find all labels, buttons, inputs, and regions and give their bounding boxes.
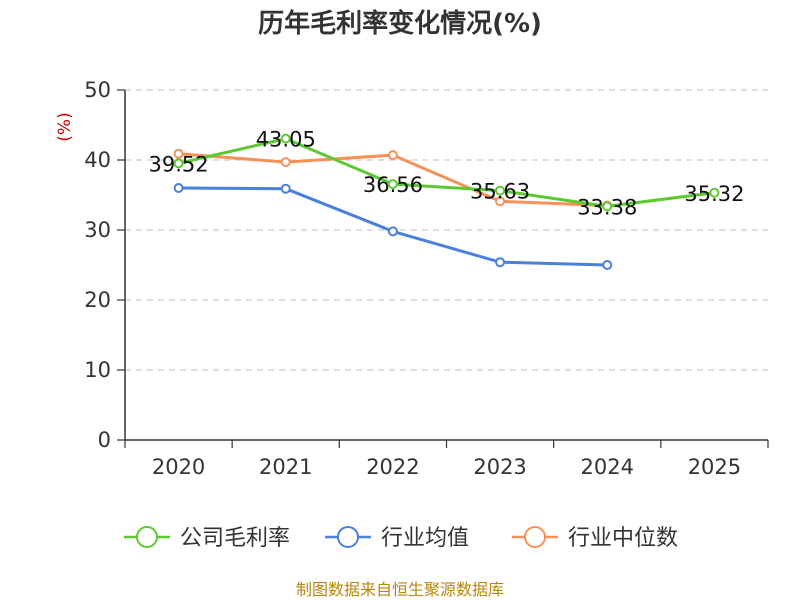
y-tick-label: 10	[84, 358, 111, 382]
data-point	[495, 257, 506, 268]
x-tick-label: 2023	[473, 455, 526, 479]
data-point	[495, 185, 506, 196]
axes: 0 10 20 30 40 50 2020 2021 2022 2023 2024 2025	[84, 78, 769, 479]
data-point	[280, 183, 291, 194]
chart-title: 历年毛利率变化情况(%)	[258, 8, 542, 39]
legend-marker	[337, 526, 359, 548]
series-line	[178, 137, 715, 208]
data-point	[280, 157, 291, 168]
grid-lines	[125, 89, 768, 371]
data-point	[387, 150, 398, 161]
data-point	[709, 187, 720, 198]
y-tick-label: 50	[84, 78, 111, 102]
legend-label: 行业中位数	[568, 526, 678, 551]
data-point	[173, 158, 184, 169]
y-tick-label: 30	[84, 218, 111, 242]
x-tick-label: 2022	[366, 455, 419, 479]
x-tick-label: 2025	[688, 455, 741, 479]
y-tick-label: 20	[84, 288, 111, 312]
data-point	[602, 260, 613, 270]
data-label: 36.56	[363, 173, 423, 197]
legend-marker	[524, 526, 546, 548]
data-point	[602, 201, 613, 212]
legend-label: 行业均值	[381, 526, 469, 551]
data-label: 43.05	[256, 128, 316, 152]
y-tick-label: 0	[98, 428, 111, 452]
data-label: 33.38	[577, 195, 637, 219]
data-label: 39.52	[149, 152, 209, 176]
legend-label: 公司毛利率	[180, 526, 290, 551]
legend-item: 公司毛利率	[124, 526, 290, 551]
legend: 公司毛利率 行业均值 行业中位数	[124, 526, 678, 551]
x-tick-label: 2021	[259, 455, 312, 479]
series-group	[173, 133, 720, 270]
data-point	[173, 148, 184, 159]
source-note: 制图数据来自恒生聚源数据库	[296, 580, 504, 599]
data-point	[280, 133, 291, 144]
data-label: 35.63	[470, 180, 530, 204]
x-tick-label: 2024	[581, 455, 634, 479]
y-tick-label: 40	[84, 148, 111, 172]
data-labels: 39.52 43.05 36.56 35.63 33.38 35.32	[149, 128, 745, 220]
legend-item: 行业中位数	[512, 526, 678, 551]
data-point	[173, 183, 184, 193]
y-axis-label: (%)	[55, 112, 75, 141]
data-point	[387, 179, 398, 190]
data-point	[387, 226, 398, 237]
data-point	[495, 196, 506, 207]
legend-marker	[136, 526, 158, 548]
x-tick-label: 2020	[152, 455, 205, 479]
data-label: 35.32	[684, 182, 744, 206]
legend-item: 行业均值	[325, 526, 469, 551]
